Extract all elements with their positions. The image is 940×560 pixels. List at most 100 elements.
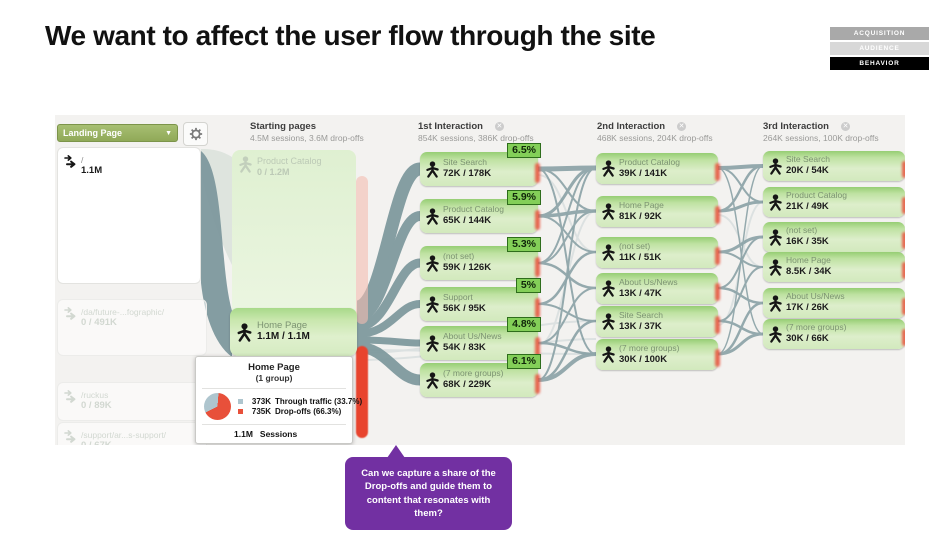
node-label: Home Page [786, 255, 831, 266]
node-1st-site-search[interactable]: 6.5% Site Search 72K / 178K [420, 143, 541, 186]
node-3rd-7-more-groups[interactable]: (7 more groups) 30K / 66K [763, 319, 905, 349]
person-icon [602, 313, 615, 330]
double-arrow-icon [64, 307, 76, 320]
node-value: 54K / 83K [443, 342, 486, 354]
column-subtitle: 854K sessions, 386K drop-offs [418, 133, 534, 143]
node-starting-product-catalog[interactable]: Product Catalog 0 / 1.2M [232, 150, 356, 326]
landing-page-card-root[interactable]: / 1.1M [57, 147, 201, 284]
node-value: 72K / 178K [443, 168, 492, 180]
node-label: Site Search [619, 309, 663, 320]
chevron-down-icon: ▼ [165, 129, 172, 137]
node-3rd-about-us-news[interactable]: About Us/News 17K / 26K [763, 288, 905, 318]
nav-tab-acquisition[interactable]: ACQUISITION [830, 27, 929, 40]
node-value: 20K / 54K [786, 165, 829, 177]
node-label: (7 more groups) [786, 322, 847, 333]
node-2nd-product-catalog[interactable]: Product Catalog 39K / 141K [596, 153, 720, 184]
node-value: 30K / 66K [786, 333, 829, 345]
dropoff-glow [715, 205, 720, 224]
node-3rd-product-catalog[interactable]: Product Catalog 21K / 49K [763, 187, 905, 217]
dropoff-glow [535, 162, 540, 183]
node-value: 0 / 1.2M [257, 166, 290, 177]
node-2nd-site-search[interactable]: Site Search 13K / 37K [596, 306, 720, 337]
node-label: Product Catalog [786, 190, 847, 201]
node-2nd-home-page[interactable]: Home Page 81K / 92K [596, 196, 720, 227]
landing-page-value: 0 / 67K [81, 440, 166, 445]
remove-step-icon[interactable]: ✕ [677, 122, 687, 131]
column-subtitle: 264K sessions, 100K drop-offs [763, 133, 879, 143]
node-label: Home Page [257, 320, 308, 332]
users-flow-panel: Landing Page ▼ Starting pages 4.5M sessi… [55, 115, 905, 445]
node-1st-support[interactable]: 5% Support 56K / 95K [420, 278, 541, 321]
person-icon [602, 244, 615, 261]
double-arrow-icon [64, 430, 76, 443]
dropoff-glow [715, 246, 720, 265]
node-1st-product-catalog[interactable]: 5.9% Product Catalog 65K / 144K [420, 190, 541, 233]
landing-page-value: 0 / 491K [81, 317, 117, 329]
settings-button[interactable] [183, 122, 208, 146]
node-value: 68K / 229K [443, 379, 492, 391]
node-starting-home-page[interactable]: Home Page 1.1M / 1.1M [230, 308, 357, 356]
column-title: 1st Interaction [418, 121, 483, 132]
double-arrow-icon [64, 390, 76, 403]
nav-tab-audience[interactable]: AUDIENCE [830, 42, 929, 55]
landing-page-card-ruckus[interactable]: /ruckus 0 / 89K [57, 382, 207, 421]
column-header-2nd-interaction: 2nd Interaction ✕ 468K sessions, 204K dr… [597, 121, 713, 143]
column-subtitle: 4.5M sessions, 3.6M drop-offs [250, 133, 364, 143]
node-label: Product Catalog [257, 156, 322, 166]
node-label: About Us/News [786, 291, 845, 302]
drop-offs-label: Drop-offs (66.3%) [275, 406, 342, 416]
node-1st-7-more-groups[interactable]: 6.1% (7 more groups) 68K / 229K [420, 354, 541, 397]
tooltip-row-drop-offs: 735K Drop-offs (66.3%) [238, 407, 362, 416]
dropoff-glow [535, 256, 540, 277]
node-1st-not-set[interactable]: 5.3% (not set) 59K / 126K [420, 237, 541, 280]
node-label: (not set) [786, 225, 818, 236]
person-icon [239, 156, 252, 173]
node-value: 56K / 95K [443, 303, 486, 315]
node-value: 13K / 37K [619, 320, 662, 332]
column-title: 3rd Interaction [763, 121, 829, 132]
annotation-callout: Can we capture a share of the Drop-offs … [345, 445, 512, 531]
person-icon [602, 203, 615, 220]
tooltip-sessions-total: 1.1M Sessions [202, 429, 346, 439]
node-value: 21K / 49K [786, 201, 829, 213]
dropoff-glow [535, 297, 540, 318]
person-icon [769, 294, 782, 312]
landing-page-card-support[interactable]: /support/ar...s-support/ 0 / 67K [57, 422, 207, 445]
column-header-starting-pages: Starting pages 4.5M sessions, 3.6M drop-… [250, 121, 364, 143]
person-icon [426, 334, 439, 352]
node-label: Site Search [786, 154, 830, 165]
node-2nd-7-more-groups[interactable]: (7 more groups) 30K / 100K [596, 339, 720, 370]
node-3rd-site-search[interactable]: Site Search 20K / 54K [763, 151, 905, 181]
landing-page-label: /ruckus [81, 390, 109, 400]
person-icon [602, 160, 615, 177]
node-label: Product Catalog [619, 156, 680, 167]
dimension-selector[interactable]: Landing Page ▼ [57, 124, 178, 142]
dropoff-glow [902, 297, 905, 315]
dropoff-bar-home-page [356, 346, 368, 438]
remove-step-icon[interactable]: ✕ [841, 122, 850, 131]
landing-page-card-dafuture[interactable]: /da/future-...fographic/ 0 / 491K [57, 299, 207, 356]
node-3rd-not-set[interactable]: (not set) 16K / 35K [763, 222, 905, 252]
nav-tab-behavior[interactable]: BEHAVIOR [830, 57, 929, 70]
node-value: 39K / 141K [619, 167, 668, 179]
node-label: Product Catalog [443, 204, 504, 215]
node-1st-about-us-news[interactable]: 4.8% About Us/News 54K / 83K [420, 317, 541, 360]
person-icon [237, 322, 252, 342]
column-title: Starting pages [250, 121, 316, 132]
dropoff-glow [902, 328, 905, 346]
tooltip-row-through-traffic: 373K Through traffic (33.7%) [238, 397, 362, 406]
callout-text: Can we capture a share of the Drop-offs … [361, 468, 496, 519]
person-icon [769, 193, 782, 211]
node-label: Site Search [443, 157, 487, 168]
person-icon [769, 325, 782, 343]
node-3rd-home-page[interactable]: Home Page 8.5K / 34K [763, 252, 905, 282]
person-icon [602, 280, 615, 297]
through-traffic-value: 373K [251, 396, 271, 406]
node-2nd-about-us-news[interactable]: About Us/News 13K / 47K [596, 273, 720, 304]
node-2nd-not-set[interactable]: (not set) 11K / 51K [596, 237, 720, 268]
flow-links [201, 149, 764, 386]
remove-step-icon[interactable]: ✕ [494, 122, 504, 131]
node-label: (7 more groups) [619, 342, 680, 353]
tooltip-title: Home Page [248, 362, 300, 373]
dropoff-glow [902, 231, 905, 249]
